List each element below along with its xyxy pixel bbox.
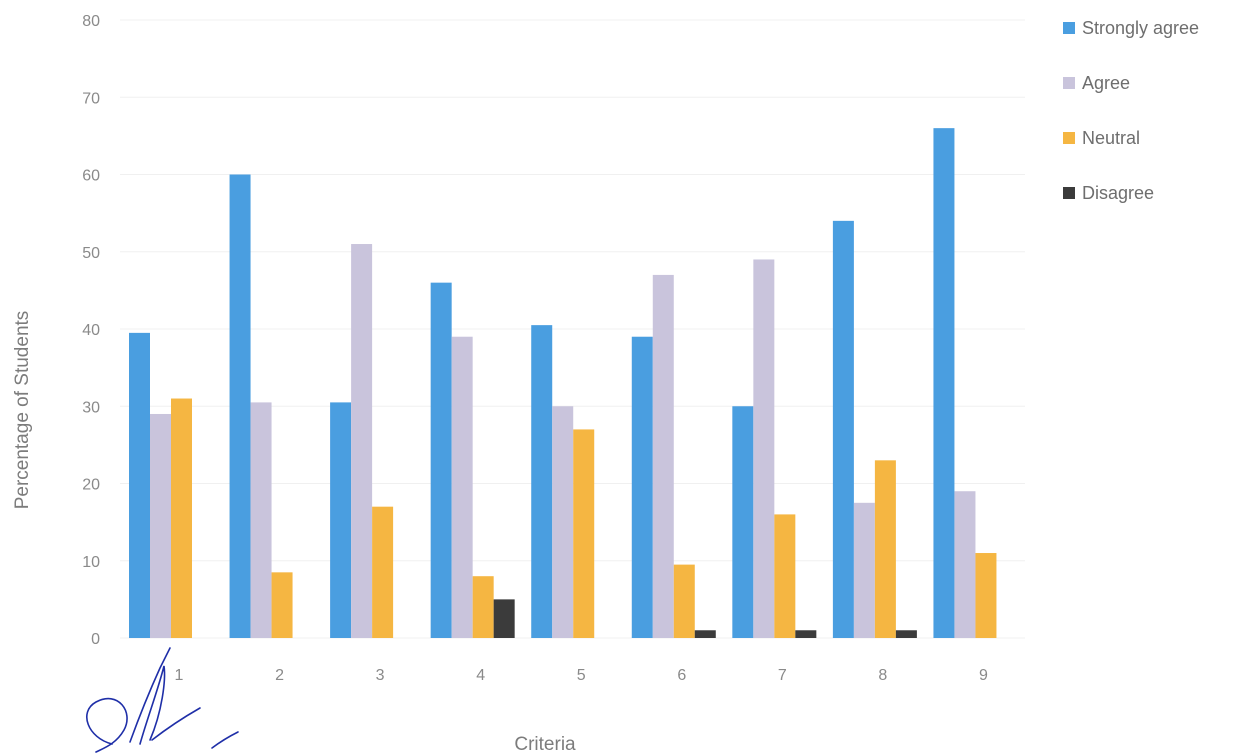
- x-tick-label: 6: [677, 667, 686, 684]
- bar-strongly-agree: [229, 174, 251, 638]
- legend-swatch: [1063, 187, 1075, 199]
- bar-strongly-agree: [330, 402, 352, 638]
- bar-disagree: [795, 630, 817, 638]
- x-tick-label: 2: [275, 667, 284, 684]
- x-axis-ticks: 1 2 3 4 5 6 7 8 9: [175, 667, 988, 684]
- signature-stroke: [211, 731, 239, 749]
- bar-strongly-agree: [430, 282, 452, 638]
- legend-swatch: [1063, 77, 1075, 89]
- bar-neutral: [975, 553, 997, 638]
- bar-strongly-agree: [933, 128, 955, 638]
- y-tick-label: 30: [82, 399, 100, 416]
- legend: Strongly agree Agree Neutral Disagree: [1063, 18, 1199, 203]
- bar-agree: [250, 402, 272, 638]
- x-tick-label: 9: [979, 667, 988, 684]
- signature-stroke: [139, 665, 166, 745]
- signature-stroke: [151, 707, 201, 741]
- y-tick-label: 0: [91, 631, 100, 648]
- x-tick-label: 5: [577, 667, 586, 684]
- signature-mark: [86, 647, 239, 753]
- y-tick-label: 50: [82, 245, 100, 262]
- signature-stroke: [86, 697, 128, 753]
- bar-neutral: [171, 398, 192, 638]
- legend-label: Disagree: [1082, 183, 1154, 203]
- bar-neutral: [774, 514, 796, 638]
- bar-strongly-agree: [129, 332, 150, 638]
- bar-strongly-agree: [531, 325, 553, 638]
- y-axis-ticks: 0 10 20 30 40 50 60 70 80: [82, 13, 100, 648]
- y-tick-label: 80: [82, 13, 100, 30]
- y-tick-label: 60: [82, 168, 100, 185]
- bar-neutral: [673, 564, 695, 638]
- x-tick-label: 3: [376, 667, 385, 684]
- bar-neutral: [472, 576, 494, 638]
- bar-strongly-agree: [631, 336, 653, 638]
- bar-disagree: [493, 599, 515, 638]
- bar-agree: [351, 244, 373, 638]
- y-tick-label: 20: [82, 477, 100, 494]
- y-tick-label: 70: [82, 90, 100, 107]
- y-tick-label: 10: [82, 554, 100, 571]
- y-axis-title: Percentage of Students: [12, 311, 33, 510]
- legend-label: Neutral: [1082, 128, 1140, 148]
- bar-agree: [853, 502, 875, 638]
- bar-strongly-agree: [732, 406, 754, 638]
- bars: [129, 128, 997, 638]
- bar-neutral: [372, 506, 394, 638]
- bar-agree: [552, 406, 574, 638]
- bar-agree: [954, 491, 976, 638]
- bar-agree: [753, 259, 775, 638]
- x-tick-label: 7: [778, 667, 787, 684]
- x-tick-label: 8: [878, 667, 887, 684]
- bar-neutral: [573, 429, 595, 638]
- signature-stroke: [129, 647, 171, 743]
- bar-neutral: [271, 572, 293, 638]
- bar-agree: [451, 336, 473, 638]
- legend-swatch: [1063, 132, 1075, 144]
- bar-disagree: [694, 630, 716, 638]
- legend-swatch: [1063, 22, 1075, 34]
- bar-neutral: [874, 460, 896, 638]
- bar-strongly-agree: [832, 220, 854, 638]
- legend-label: Agree: [1082, 73, 1130, 93]
- x-axis-title: Criteria: [514, 734, 576, 753]
- y-tick-label: 40: [82, 322, 100, 339]
- bar-agree: [150, 413, 171, 638]
- legend-label: Strongly agree: [1082, 18, 1199, 38]
- bar-disagree: [895, 630, 917, 638]
- x-tick-label: 1: [175, 667, 184, 684]
- x-tick-label: 4: [476, 667, 485, 684]
- bar-agree: [652, 274, 674, 638]
